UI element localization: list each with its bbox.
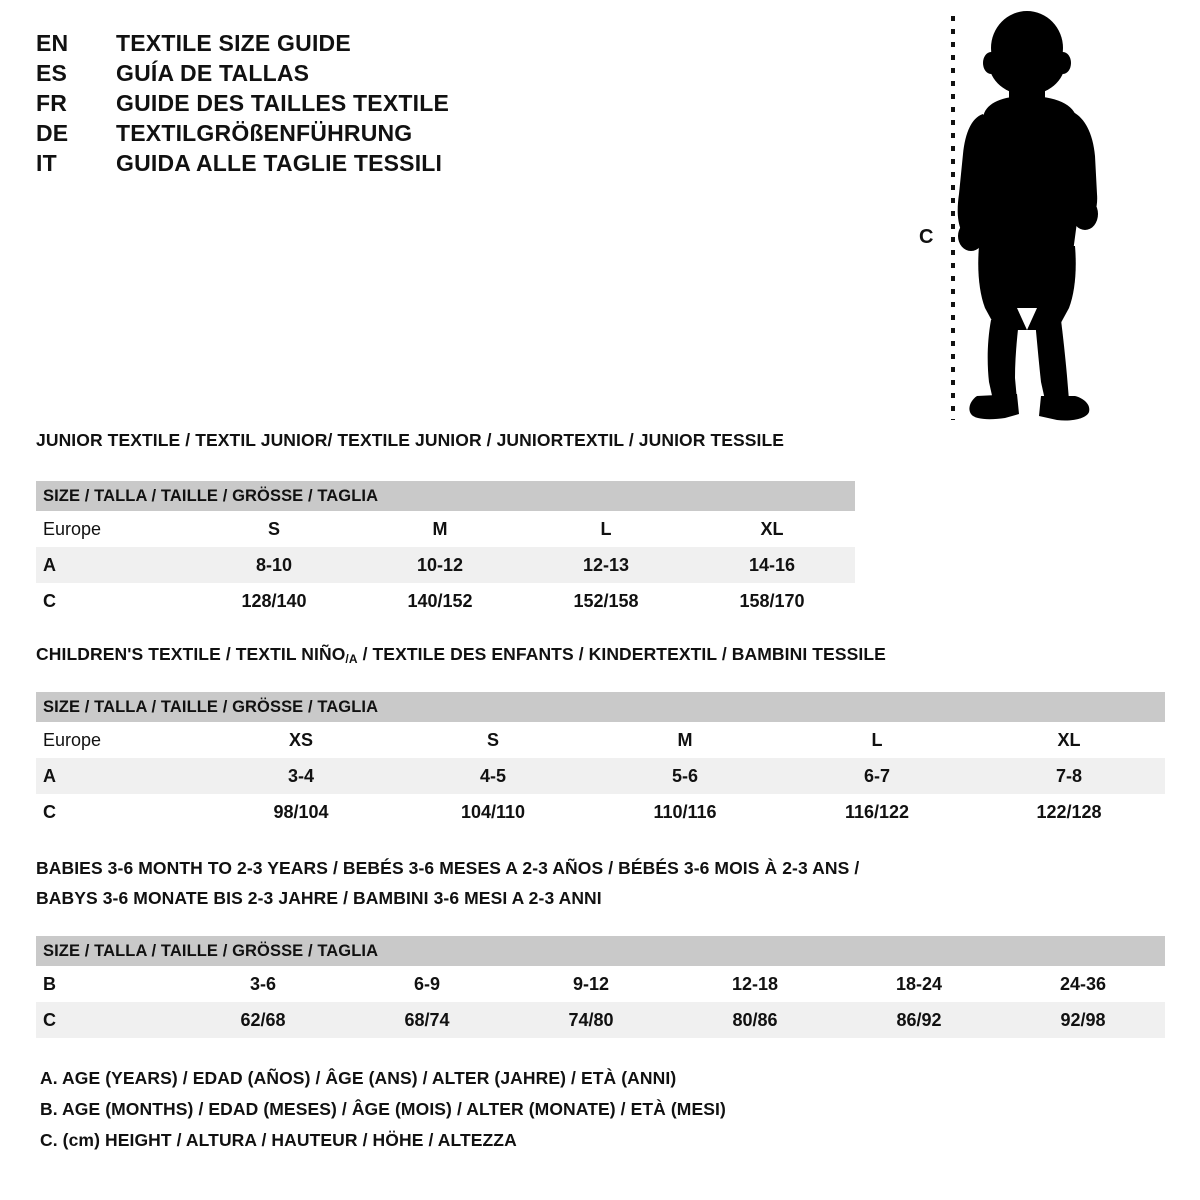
junior-c-s: 128/140 xyxy=(191,583,357,619)
junior-col-head-xl: XL xyxy=(689,511,856,547)
babies-c-6: 92/98 xyxy=(1001,1002,1165,1038)
junior-col-head-l: L xyxy=(523,511,689,547)
babies-b-5: 18-24 xyxy=(837,966,1001,1002)
junior-c-xl: 158/170 xyxy=(689,583,856,619)
title-row-de: DE TEXTILGRÖßENFÜHRUNG xyxy=(36,120,596,150)
children-row-label-a: A xyxy=(36,758,205,794)
legend-block: A. AGE (YEARS) / EDAD (AÑOS) / ÂGE (ANS)… xyxy=(40,1068,726,1161)
legend-line-c: C. (cm) HEIGHT / ALTURA / HAUTEUR / HÖHE… xyxy=(40,1130,517,1150)
children-a-xl: 7-8 xyxy=(973,758,1166,794)
babies-table-band: SIZE / TALLA / TAILLE / GRÖSSE / TAGLIA xyxy=(36,936,1165,966)
children-row-label-c: C xyxy=(36,794,205,830)
junior-a-xl: 14-16 xyxy=(689,547,856,583)
junior-a-s: 8-10 xyxy=(191,547,357,583)
babies-c-4: 80/86 xyxy=(673,1002,837,1038)
table-row: C 98/104 104/110 110/116 116/122 122/128 xyxy=(36,794,1166,830)
children-table-band: SIZE / TALLA / TAILLE / GRÖSSE / TAGLIA xyxy=(36,692,1166,722)
table-row: A 8-10 10-12 12-13 14-16 xyxy=(36,547,856,583)
babies-b-1: 3-6 xyxy=(181,966,345,1002)
title-row-es: ES GUÍA DE TALLAS xyxy=(36,60,596,90)
children-col-head-l: L xyxy=(781,722,973,758)
children-col-head-s: S xyxy=(397,722,589,758)
language-code-fr: FR xyxy=(36,90,68,116)
height-figure: C xyxy=(905,8,1145,428)
table-row: B 3-6 6-9 9-12 12-18 18-24 24-36 xyxy=(36,966,1165,1002)
title-row-en: EN TEXTILE SIZE GUIDE xyxy=(36,30,596,60)
babies-c-1: 62/68 xyxy=(181,1002,345,1038)
language-code-en: EN xyxy=(36,30,69,56)
table-row: C 128/140 140/152 152/158 158/170 xyxy=(36,583,856,619)
children-col-head-xs: XS xyxy=(205,722,397,758)
junior-table-header-row: Europe S M L XL xyxy=(36,511,856,547)
children-heading-post: / TEXTILE DES ENFANTS / KINDERTEXTIL / B… xyxy=(357,644,886,664)
children-c-m: 110/116 xyxy=(589,794,781,830)
title-text-fr: GUIDE DES TAILLES TEXTILE xyxy=(116,90,449,116)
babies-band-label: SIZE / TALLA / TAILLE / GRÖSSE / TAGLIA xyxy=(36,936,1165,966)
section-heading-babies-line2: BABYS 3-6 MONATE BIS 2-3 JAHRE / BAMBINI… xyxy=(36,888,602,908)
title-text-en: TEXTILE SIZE GUIDE xyxy=(116,30,351,56)
children-a-xs: 3-4 xyxy=(205,758,397,794)
babies-b-3: 9-12 xyxy=(509,966,673,1002)
babies-c-5: 86/92 xyxy=(837,1002,1001,1038)
children-col-head-m: M xyxy=(589,722,781,758)
children-c-xl: 122/128 xyxy=(973,794,1166,830)
babies-b-6: 24-36 xyxy=(1001,966,1165,1002)
children-region-label: Europe xyxy=(36,722,205,758)
title-row-it: IT GUIDA ALLE TAGLIE TESSILI xyxy=(36,150,596,180)
junior-table-band: SIZE / TALLA / TAILLE / GRÖSSE / TAGLIA xyxy=(36,481,856,511)
babies-b-2: 6-9 xyxy=(345,966,509,1002)
junior-col-head-m: M xyxy=(357,511,523,547)
height-marker-label: C xyxy=(919,226,934,248)
junior-c-m: 140/152 xyxy=(357,583,523,619)
table-row: A 3-4 4-5 5-6 6-7 7-8 xyxy=(36,758,1166,794)
children-table-header-row: Europe XS S M L XL xyxy=(36,722,1166,758)
language-code-es: ES xyxy=(36,60,68,86)
children-a-m: 5-6 xyxy=(589,758,781,794)
junior-row-label-a: A xyxy=(36,547,191,583)
children-heading-sub: /A xyxy=(345,652,358,666)
section-heading-junior: JUNIOR TEXTILE / TEXTIL JUNIOR/ TEXTILE … xyxy=(36,430,785,450)
toddler-silhouette-icon xyxy=(951,11,1098,421)
children-size-table: SIZE / TALLA / TAILLE / GRÖSSE / TAGLIA … xyxy=(36,692,1166,830)
legend-line-b: B. AGE (MONTHS) / EDAD (MESES) / ÂGE (MO… xyxy=(40,1099,726,1119)
junior-a-m: 10-12 xyxy=(357,547,523,583)
title-text-it: GUIDA ALLE TAGLIE TESSILI xyxy=(116,150,443,176)
title-block: EN TEXTILE SIZE GUIDE ES GUÍA DE TALLAS … xyxy=(36,30,596,180)
junior-region-label: Europe xyxy=(36,511,191,547)
babies-c-3: 74/80 xyxy=(509,1002,673,1038)
toddler-silhouette-shape xyxy=(957,11,1098,421)
junior-col-head-s: S xyxy=(191,511,357,547)
junior-a-l: 12-13 xyxy=(523,547,689,583)
babies-row-label-b: B xyxy=(36,966,181,1002)
section-heading-babies-line1: BABIES 3-6 MONTH TO 2-3 YEARS / BEBÉS 3-… xyxy=(36,858,860,878)
children-a-l: 6-7 xyxy=(781,758,973,794)
table-row: C 62/68 68/74 74/80 80/86 86/92 92/98 xyxy=(36,1002,1165,1038)
children-c-xs: 98/104 xyxy=(205,794,397,830)
babies-size-table: SIZE / TALLA / TAILLE / GRÖSSE / TAGLIA … xyxy=(36,936,1165,1038)
babies-row-label-c: C xyxy=(36,1002,181,1038)
children-heading-pre: CHILDREN'S TEXTILE / TEXTIL NIÑO xyxy=(36,644,346,664)
language-code-it: IT xyxy=(36,150,57,176)
junior-size-table: SIZE / TALLA / TAILLE / GRÖSSE / TAGLIA … xyxy=(36,481,856,619)
title-row-fr: FR GUIDE DES TAILLES TEXTILE xyxy=(36,90,596,120)
babies-b-4: 12-18 xyxy=(673,966,837,1002)
children-c-s: 104/110 xyxy=(397,794,589,830)
babies-c-2: 68/74 xyxy=(345,1002,509,1038)
title-text-es: GUÍA DE TALLAS xyxy=(116,60,310,86)
children-col-head-xl: XL xyxy=(973,722,1166,758)
legend-line-a: A. AGE (YEARS) / EDAD (AÑOS) / ÂGE (ANS)… xyxy=(40,1068,677,1088)
junior-band-label: SIZE / TALLA / TAILLE / GRÖSSE / TAGLIA xyxy=(36,481,856,511)
children-c-l: 116/122 xyxy=(781,794,973,830)
junior-row-label-c: C xyxy=(36,583,191,619)
language-code-de: DE xyxy=(36,120,69,146)
title-text-de: TEXTILGRÖßENFÜHRUNG xyxy=(116,120,413,146)
junior-c-l: 152/158 xyxy=(523,583,689,619)
section-heading-children: CHILDREN'S TEXTILE / TEXTIL NIÑO/A / TEX… xyxy=(36,644,886,666)
children-a-s: 4-5 xyxy=(397,758,589,794)
children-band-label: SIZE / TALLA / TAILLE / GRÖSSE / TAGLIA xyxy=(36,692,1166,722)
